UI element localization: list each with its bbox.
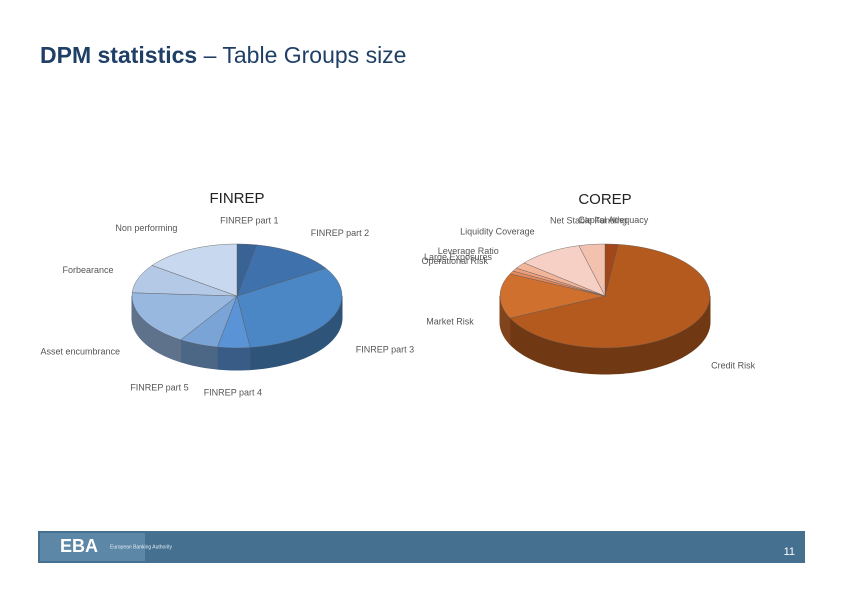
slice-label: Large Exposures (424, 252, 493, 262)
chart-title: FINREP (209, 190, 264, 207)
chart-title: COREP (578, 191, 631, 208)
title-rest: – Table Groups size (204, 42, 407, 68)
slice-label: FINREP part 3 (356, 344, 414, 354)
page-number: 11 (784, 546, 795, 558)
logo: EBA (60, 536, 98, 556)
slice-label: Credit Risk (711, 361, 756, 371)
slice-label: FINREP part 1 (220, 215, 278, 225)
slice-label: Forbearance (62, 265, 113, 275)
slide-title: DPM statistics – Table Groups size (40, 42, 406, 68)
footer-bar (38, 531, 805, 563)
pie-slice (515, 262, 606, 297)
pie-slice (509, 244, 711, 349)
slice-label: Non performing (115, 223, 177, 233)
slice-label: FINREP part 4 (204, 388, 262, 398)
pie-slice (523, 245, 606, 297)
pie-slice (236, 267, 343, 348)
slice-label: Asset encumbrance (41, 347, 121, 357)
pie-slice (151, 243, 238, 297)
logo-text: European Banking Authority (110, 544, 172, 550)
slice-label: FINREP part 5 (130, 382, 188, 392)
slice-label: Liquidity Coverage (460, 227, 535, 237)
logo-box (40, 533, 145, 561)
slice-label: Operational Risk (422, 256, 489, 266)
pie-slice (217, 295, 251, 349)
title-bold: DPM statistics (40, 42, 197, 68)
slice-label: Net Stable Funding (550, 216, 627, 226)
pie-slice (131, 292, 238, 341)
pie-slice (131, 265, 238, 297)
pie-slice (236, 244, 327, 297)
slice-label: Market Risk (426, 316, 474, 326)
pie-slice (180, 295, 238, 348)
slice-label: Capital Adequacy (578, 215, 649, 225)
slice-label: FINREP part 2 (311, 228, 369, 238)
pie-side (216, 346, 251, 371)
pie-slice (578, 243, 606, 297)
pie-slice (499, 273, 606, 319)
slice-label: Leverage Ratio (438, 246, 499, 256)
